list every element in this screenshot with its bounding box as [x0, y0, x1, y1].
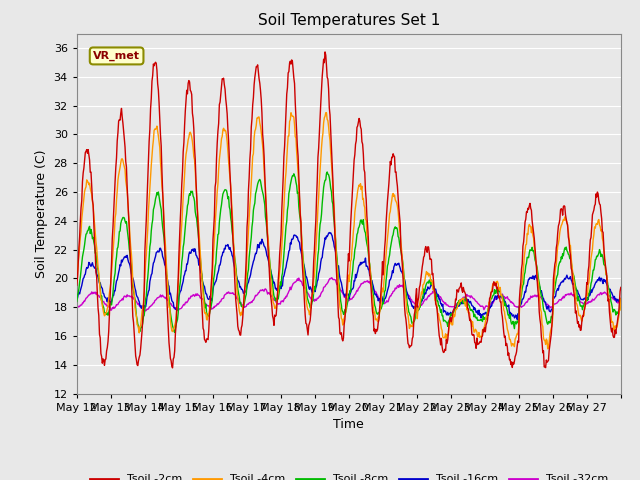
Title: Soil Temperatures Set 1: Soil Temperatures Set 1: [258, 13, 440, 28]
Text: VR_met: VR_met: [93, 51, 140, 61]
Legend: Tsoil -2cm, Tsoil -4cm, Tsoil -8cm, Tsoil -16cm, Tsoil -32cm: Tsoil -2cm, Tsoil -4cm, Tsoil -8cm, Tsoi…: [85, 470, 612, 480]
Y-axis label: Soil Temperature (C): Soil Temperature (C): [35, 149, 48, 278]
X-axis label: Time: Time: [333, 418, 364, 431]
